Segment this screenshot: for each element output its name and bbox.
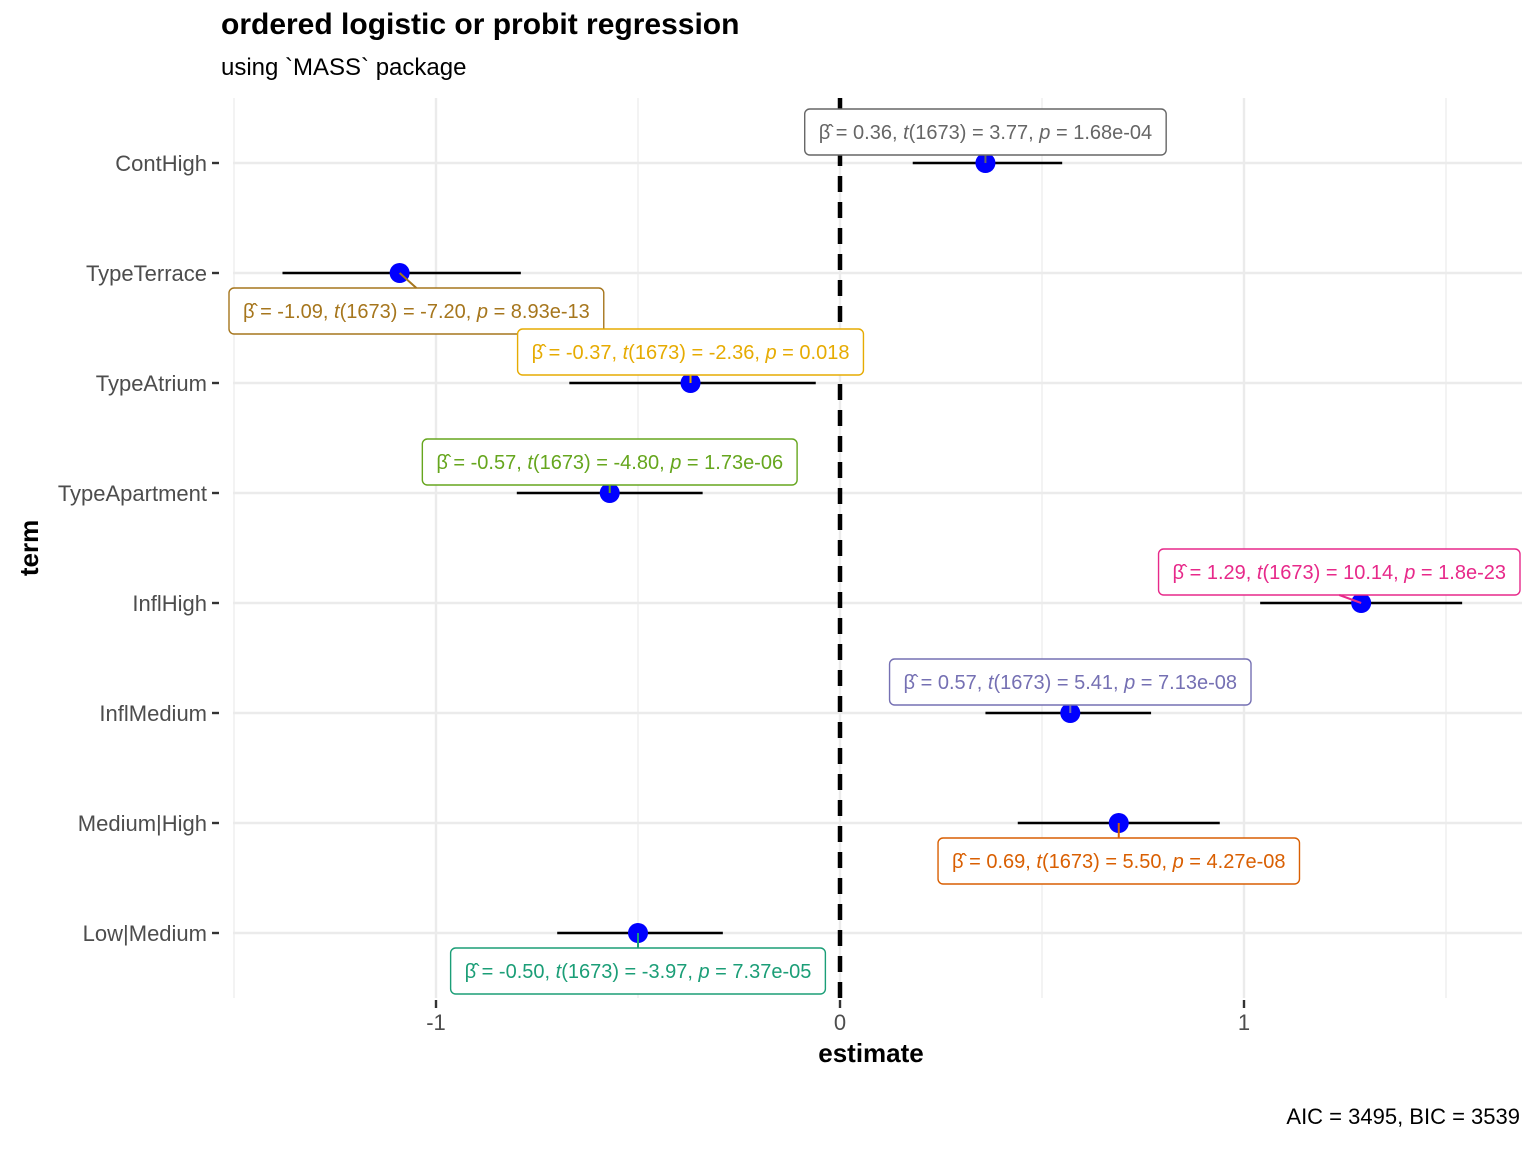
stat-label-text: β̂ = -1.09, t(1673) = -7.20, p = 8.93e-1… <box>243 301 590 323</box>
y-tick-label: Low|Medium <box>83 921 207 946</box>
stat-label: β̂ = 0.57, t(1673) = 5.41, p = 7.13e-08 <box>888 658 1252 713</box>
grid-lines <box>233 98 1522 998</box>
y-tick-label: TypeTerrace <box>86 261 207 286</box>
stat-label-text: β̂ = 1.29, t(1673) = 10.14, p = 1.8e-23 <box>1173 562 1506 584</box>
chart-subtitle: using `MASS` package <box>221 54 467 81</box>
y-tick-label: InflHigh <box>132 591 207 616</box>
stat-labels: β̂ = 0.36, t(1673) = 3.77, p = 1.68e-04 β… <box>228 108 1521 995</box>
stat-label-text: β̂ = 0.36, t(1673) = 3.77, p = 1.68e-04 <box>819 122 1152 144</box>
stat-label-text: β̂ = -0.50, t(1673) = -3.97, p = 7.37e-0… <box>465 961 812 983</box>
stat-label: β̂ = 1.29, t(1673) = 10.14, p = 1.8e-23 <box>1157 548 1521 604</box>
data-marks <box>282 153 1463 943</box>
chart-title: ordered logistic or probit regression <box>221 8 740 41</box>
y-axis: ContHigh TypeTerrace TypeAtrium TypeApartme… <box>14 151 219 946</box>
y-tick-label: Medium|High <box>78 811 207 836</box>
stat-label: β̂ = 0.36, t(1673) = 3.77, p = 1.68e-04 <box>804 108 1167 163</box>
label-connector <box>398 272 418 289</box>
x-axis: -1 0 1 estimate <box>426 1000 1250 1068</box>
stat-label: β̂ = -0.57, t(1673) = -4.80, p = 1.73e-0… <box>421 438 798 493</box>
stat-label: β̂ = -0.37, t(1673) = -2.36, p = 0.018 <box>516 328 865 383</box>
y-tick-label: ContHigh <box>115 151 207 176</box>
x-tick-label: 0 <box>834 1010 846 1035</box>
stat-label-text: β̂ = -0.37, t(1673) = -2.36, p = 0.018 <box>532 342 850 364</box>
chart-caption: AIC = 3495, BIC = 3539 <box>1286 1104 1520 1129</box>
label-connector <box>1338 594 1362 604</box>
x-tick-label: -1 <box>426 1010 446 1035</box>
stat-label-text: β̂ = -0.57, t(1673) = -4.80, p = 1.73e-0… <box>436 452 783 474</box>
stat-label: β̂ = -0.50, t(1673) = -3.97, p = 7.37e-0… <box>449 933 827 995</box>
y-tick-label: TypeAtrium <box>96 371 207 396</box>
x-axis-title: estimate <box>818 1038 924 1068</box>
y-tick-label: TypeApartment <box>58 481 207 506</box>
stat-label: β̂ = -1.09, t(1673) = -7.20, p = 8.93e-1… <box>228 272 605 335</box>
y-axis-title: term <box>14 520 44 576</box>
y-tick-label: InflMedium <box>99 701 207 726</box>
stat-label-text: β̂ = 0.57, t(1673) = 5.41, p = 7.13e-08 <box>904 672 1237 694</box>
stat-label-text: β̂ = 0.69, t(1673) = 5.50, p = 4.27e-08 <box>952 851 1285 873</box>
stat-label: β̂ = 0.69, t(1673) = 5.50, p = 4.27e-08 <box>937 823 1301 885</box>
x-tick-label: 1 <box>1238 1010 1250 1035</box>
